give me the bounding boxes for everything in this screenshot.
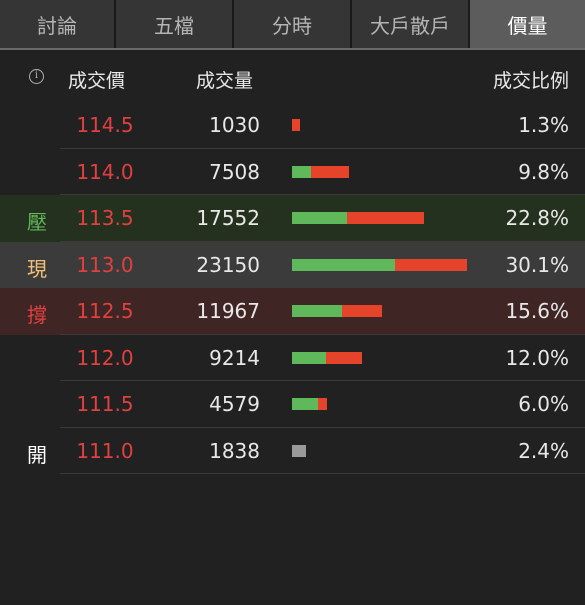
row-volume: 23150 bbox=[196, 252, 260, 277]
price-column-header: 成交價 bbox=[68, 70, 126, 92]
table-header: i 成交價 成交量 成交比例 bbox=[0, 52, 585, 104]
row-ratio: 30.1% bbox=[505, 252, 569, 277]
row-price: 114.5 bbox=[76, 113, 134, 137]
tab-five-levels[interactable]: 五檔 bbox=[116, 0, 234, 48]
row-volume: 11967 bbox=[196, 299, 260, 323]
row-divider bbox=[60, 147, 585, 149]
row-divider bbox=[60, 380, 585, 381]
volume-ratio-bar bbox=[292, 165, 349, 178]
row-price: 111.5 bbox=[76, 392, 134, 416]
row-divider bbox=[60, 287, 585, 288]
volume-ratio-bar bbox=[292, 258, 467, 271]
row-tag: 壓 bbox=[27, 210, 47, 234]
row-volume: 4579 bbox=[209, 392, 260, 416]
bar-sell-segment bbox=[326, 351, 362, 364]
table-row: 112.0 9214 12.0% bbox=[0, 335, 585, 381]
row-price: 114.0 bbox=[76, 159, 134, 184]
tab-discussion[interactable]: 討論 bbox=[0, 0, 116, 48]
table-row: 撐 112.5 11967 15.6% bbox=[0, 288, 585, 335]
bar-sell-segment bbox=[347, 212, 424, 224]
row-divider bbox=[60, 426, 585, 428]
bar-sell-segment bbox=[342, 305, 382, 317]
row-ratio: 1.3% bbox=[518, 113, 569, 137]
row-volume: 1838 bbox=[209, 438, 260, 463]
bar-buy-segment bbox=[292, 258, 395, 271]
volume-ratio-bar bbox=[292, 398, 327, 410]
row-tag: 現 bbox=[27, 256, 47, 281]
bar-buy-segment bbox=[292, 305, 342, 317]
bar-sell-segment bbox=[395, 258, 467, 271]
volume-ratio-bar bbox=[292, 351, 362, 364]
row-price: 111.0 bbox=[76, 438, 134, 463]
row-divider bbox=[60, 240, 585, 242]
row-price: 113.0 bbox=[76, 252, 134, 277]
bar-buy-segment bbox=[292, 351, 326, 364]
bar-neutral-segment bbox=[292, 444, 306, 457]
table-row: 現 113.0 23150 30.1% bbox=[0, 241, 585, 288]
bar-buy-segment bbox=[292, 212, 347, 224]
ratio-column-header: 成交比例 bbox=[492, 70, 569, 92]
row-ratio: 2.4% bbox=[518, 438, 569, 463]
bar-sell-segment bbox=[311, 165, 349, 178]
tab-intraday[interactable]: 分時 bbox=[234, 0, 352, 48]
table-row: 114.0 7508 9.8% bbox=[0, 149, 585, 195]
row-volume: 9214 bbox=[209, 345, 260, 370]
volume-ratio-bar bbox=[292, 305, 382, 317]
tab-major-retail[interactable]: 大戶散戶 bbox=[352, 0, 470, 48]
row-divider bbox=[60, 333, 585, 335]
row-ratio: 6.0% bbox=[518, 392, 569, 416]
row-price: 113.5 bbox=[76, 206, 134, 230]
tab-price-volume[interactable]: 價量 bbox=[470, 0, 585, 48]
table-row: 開 111.0 1838 2.4% bbox=[0, 428, 585, 474]
volume-column-header: 成交量 bbox=[196, 70, 254, 92]
bar-sell-segment bbox=[292, 119, 300, 131]
row-ratio: 22.8% bbox=[505, 206, 569, 230]
volume-ratio-bar bbox=[292, 212, 424, 224]
info-icon[interactable]: i bbox=[29, 69, 44, 84]
row-volume: 7508 bbox=[209, 159, 260, 184]
row-divider bbox=[60, 473, 585, 474]
volume-ratio-bar bbox=[292, 444, 306, 457]
table-row: 壓 113.5 17552 22.8% bbox=[0, 195, 585, 242]
row-price: 112.0 bbox=[76, 345, 134, 370]
volume-ratio-bar bbox=[292, 119, 300, 131]
bar-buy-segment bbox=[292, 398, 318, 410]
row-volume: 17552 bbox=[196, 206, 260, 230]
table-row: 111.5 4579 6.0% bbox=[0, 381, 585, 428]
tab-bar: 討論 五檔 分時 大戶散戶 價量 bbox=[0, 0, 585, 48]
row-ratio: 15.6% bbox=[505, 299, 569, 323]
row-price: 112.5 bbox=[76, 299, 134, 323]
price-volume-table: 114.5 1030 1.3% 114.0 7508 9.8% 壓 113.5 17552 22.… bbox=[0, 102, 585, 474]
row-volume: 1030 bbox=[209, 113, 260, 137]
row-ratio: 12.0% bbox=[505, 345, 569, 370]
row-divider bbox=[60, 194, 585, 195]
table-row: 114.5 1030 1.3% bbox=[0, 102, 585, 149]
bar-sell-segment bbox=[318, 398, 327, 410]
tab-underline bbox=[0, 48, 585, 50]
row-tag: 開 bbox=[27, 442, 47, 467]
row-tag: 撐 bbox=[27, 303, 47, 327]
bar-buy-segment bbox=[292, 165, 311, 178]
row-ratio: 9.8% bbox=[518, 159, 569, 184]
